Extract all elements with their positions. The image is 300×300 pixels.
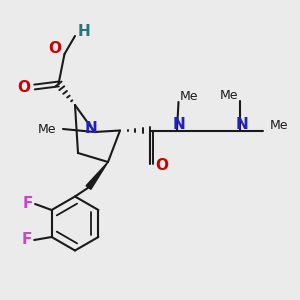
Text: H: H <box>78 24 91 39</box>
Text: F: F <box>21 232 32 247</box>
Text: O: O <box>17 80 30 94</box>
Text: F: F <box>22 196 33 211</box>
Text: Me: Me <box>38 122 56 136</box>
Text: Me: Me <box>180 90 199 103</box>
Text: Me: Me <box>269 118 288 132</box>
Text: O: O <box>155 158 168 173</box>
Text: N: N <box>172 117 185 132</box>
Text: N: N <box>235 117 248 132</box>
Polygon shape <box>86 162 108 189</box>
Text: N: N <box>85 121 98 136</box>
Text: Me: Me <box>220 88 239 102</box>
Text: O: O <box>49 41 62 56</box>
